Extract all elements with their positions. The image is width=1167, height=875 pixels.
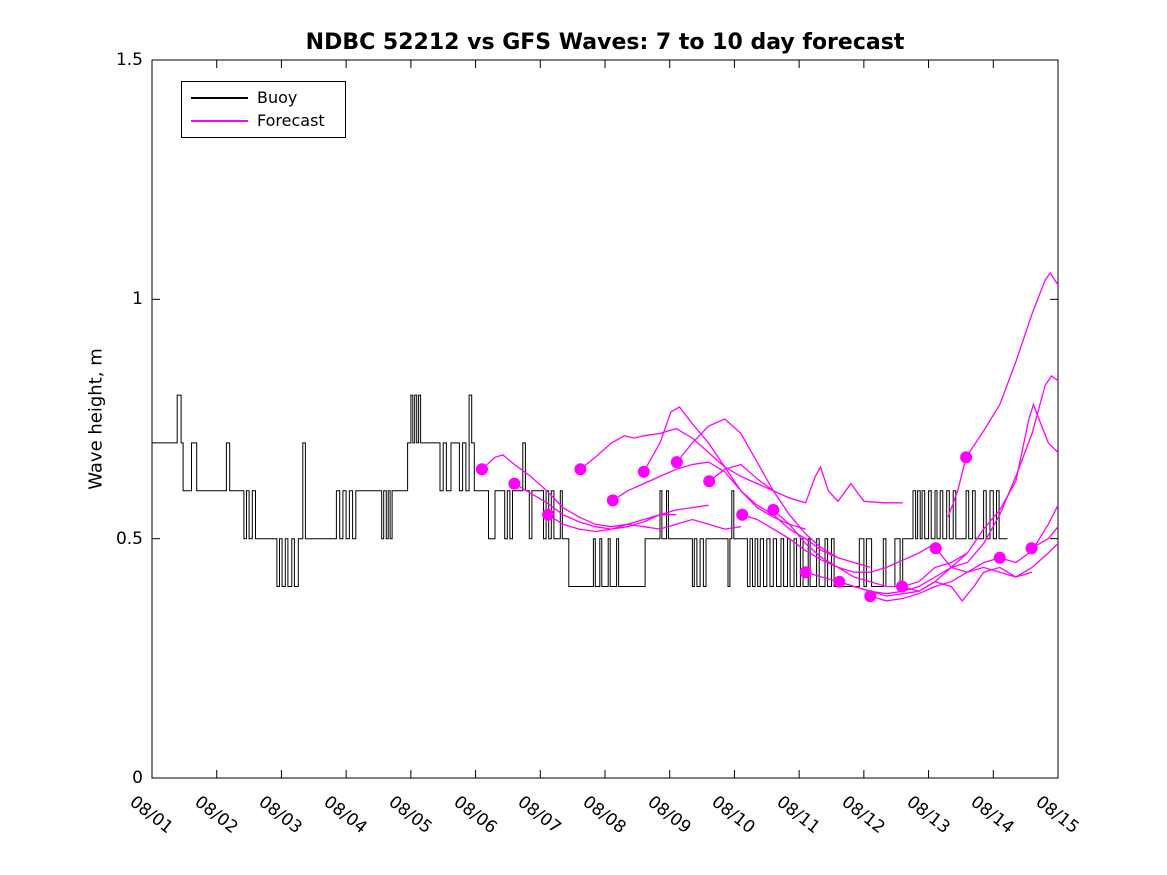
forecast-run-03 — [547, 514, 741, 533]
forecast-dot-9 — [736, 508, 749, 521]
legend-label-forecast: Forecast — [257, 111, 325, 131]
forecast-run-14 — [901, 402, 1059, 593]
forecast-dot-14 — [896, 580, 908, 593]
forecast-dot-3 — [542, 508, 555, 521]
forecast-dot-7 — [670, 456, 683, 469]
legend-item-buoy: Buoy — [182, 87, 345, 107]
forecast-run-10 — [772, 509, 968, 588]
buoy-line — [152, 394, 1008, 587]
forecast-run-04 — [579, 427, 774, 492]
legend-label-buoy: Buoy — [257, 87, 298, 107]
forecast-dot-10 — [767, 503, 780, 516]
forecast-run-15 — [935, 374, 1059, 569]
forecast-dot-16 — [960, 451, 973, 464]
forecast-dot-4 — [574, 463, 587, 476]
legend: Buoy Forecast — [181, 81, 346, 138]
forecast-dot-6 — [637, 465, 650, 478]
y-tick-label-0.5: 0.5 — [115, 528, 143, 549]
y-tick-label-1: 1 — [132, 289, 143, 310]
forecast-dot-2 — [508, 477, 521, 490]
forecast-dot-8 — [703, 475, 716, 488]
forecast-line-sample — [191, 120, 248, 123]
forecast-run-16 — [947, 271, 1059, 518]
forecast-run-01 — [481, 454, 677, 528]
forecast-dot-11 — [799, 566, 812, 579]
forecast-dot-5 — [606, 494, 619, 507]
forecast-run-06 — [643, 406, 839, 559]
forecast-run-08 — [708, 463, 903, 504]
forecast-dot-17 — [993, 551, 1006, 564]
forecast-dot-15 — [929, 542, 942, 555]
legend-item-forecast: Forecast — [182, 113, 345, 129]
forecast-run-05 — [612, 461, 806, 530]
forecast-dot-1 — [476, 463, 488, 476]
forecast-dot-18 — [1025, 542, 1038, 555]
forecast-run-13 — [870, 543, 1059, 602]
forecast-run-18 — [1031, 526, 1059, 549]
y-tick-label-0: 0 — [132, 768, 143, 788]
forecast-dot-12 — [833, 575, 846, 588]
y-tick-label-1.5: 1.5 — [115, 50, 143, 70]
forecast-run-17 — [999, 504, 1059, 564]
buoy-line-sample — [191, 96, 248, 99]
axes-box — [151, 59, 1059, 779]
forecast-dot-13 — [864, 590, 877, 603]
forecast-run-09 — [742, 514, 936, 573]
chart-title: NDBC 52212 vs GFS Waves: 7 to 10 day for… — [305, 30, 905, 55]
